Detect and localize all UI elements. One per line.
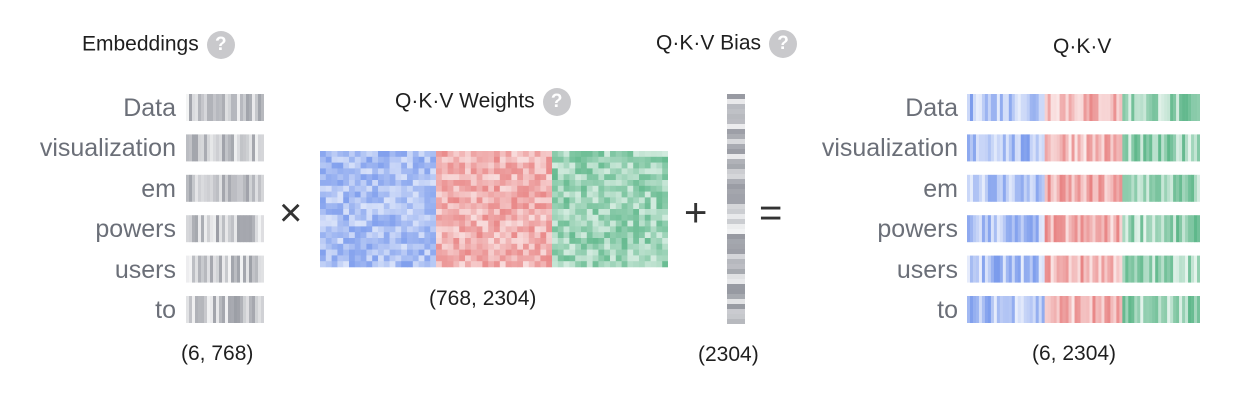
output-title: Q·K·V [1053,35,1112,58]
output-token-0: Data [905,94,958,122]
embedding-token-0: Data [123,94,176,122]
weights-title-row: Q·K·V Weights? [395,88,571,116]
embedding-row [186,174,264,202]
embedding-token-5: to [155,296,176,324]
output-token-5: to [937,296,958,324]
embedding-token-1: visualization [39,134,176,163]
output-token-4: users [896,255,958,284]
embeddings-shape: (6, 768) [181,342,254,365]
weights-title: Q·K·V Weights [395,89,535,113]
output-row [967,174,1200,202]
output-token-1: visualization [821,134,958,163]
plus-operator: + [684,191,708,235]
bias-shape: (2304) [698,343,759,366]
embeddings-matrix [186,94,264,323]
weights-shape: (768, 2304) [429,287,537,310]
embeddings-title: Embeddings [82,32,199,56]
embedding-token-4: users [114,255,176,284]
output-matrix [967,94,1200,323]
embedding-token-3: powers [95,215,176,244]
output-row [967,94,1200,121]
output-token-3: powers [877,215,958,244]
embedding-row [186,255,264,283]
embedding-row [186,215,264,243]
question-mark-icon[interactable]: ? [542,88,571,116]
embedding-row [186,296,264,323]
bias-title: Q·K·V Bias [656,31,762,55]
output-row [967,134,1200,162]
question-mark-icon[interactable]: ? [769,30,798,58]
embedding-row [186,134,264,162]
embedding-row [186,94,264,121]
bias-title-row: Q·K·V Bias? [656,30,798,58]
multiply-operator: × [279,191,303,235]
embedding-token-2: em [141,174,176,203]
output-row [967,215,1200,243]
output-row [967,255,1200,283]
weights-matrix [320,151,668,268]
output-row [967,296,1200,323]
embeddings-title-row: Embeddings? [82,31,235,59]
question-mark-icon[interactable]: ? [206,31,235,59]
output-token-2: em [923,174,958,203]
bias-vector [727,94,745,324]
equals-operator: = [759,191,783,235]
output-shape: (6, 2304) [1032,342,1117,365]
